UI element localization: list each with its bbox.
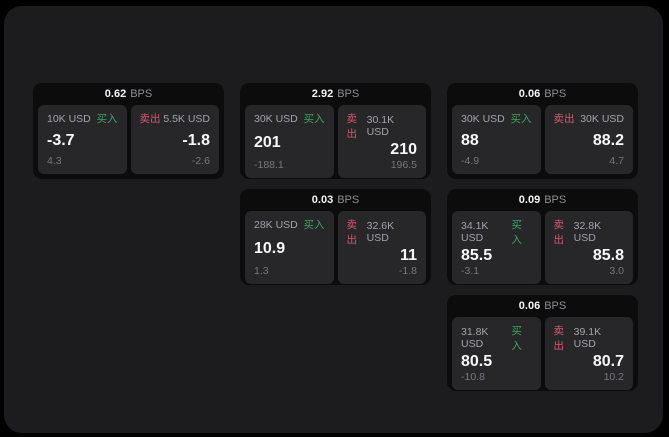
bps-value: 0.09 [518,194,541,206]
sell-price: 11 [400,247,417,264]
sell-tile[interactable]: 卖出 39.1K USD 80.7 10.2 [544,317,633,390]
sell-tile[interactable]: 卖出 30K USD 88.2 4.7 [544,105,633,174]
sell-price: 210 [390,141,417,158]
buy-price: 10.9 [254,239,286,257]
buy-price: 88 [461,131,479,149]
sell-amount: 30.1K USD [366,114,395,138]
buy-label: 买入 [96,113,118,125]
quotes-panel: 0.62 BPS 10K USD 买入 -3.7 4.3 卖出 [4,6,663,433]
sell-label: 卖出 [346,113,358,140]
bps-unit-label: BPS [337,194,360,206]
sell-label: 卖出 [553,113,575,125]
sell-amount: 30K USD [580,112,624,125]
bps-unit-label: BPS [544,194,567,206]
buy-price: 80.5 [461,353,493,370]
buy-label: 买入 [510,113,532,125]
sell-price: 85.8 [592,247,624,264]
quote-card-3: 0.06 BPS 30K USD 买入 88 -4.9 卖出 [447,83,638,179]
sell-amount: 39.1K USD [573,326,602,350]
bps-value: 0.03 [311,194,334,206]
sell-label: 卖出 [346,219,358,246]
quote-card-grid: 0.62 BPS 10K USD 买入 -3.7 4.3 卖出 [33,83,638,391]
sell-price: 80.7 [592,353,624,370]
buy-label: 买入 [303,219,325,231]
sell-change: 4.7 [609,155,624,167]
sell-price: -1.8 [182,131,210,149]
bps-header: 0.03 BPS [240,189,431,210]
bps-value: 0.62 [104,88,127,100]
bps-unit-label: BPS [544,88,567,100]
bps-header: 0.62 BPS [33,83,224,104]
quote-card-1: 0.62 BPS 10K USD 买入 -3.7 4.3 卖出 [33,83,224,179]
bps-header: 2.92 BPS [240,83,431,104]
buy-price: -3.7 [47,131,75,149]
sell-change: -2.6 [191,155,210,167]
buy-amount: 30K USD [254,112,298,125]
quote-card-4: 0.03 BPS 28K USD 买入 10.9 1.3 卖出 [240,189,431,285]
buy-change: 1.3 [254,265,269,277]
buy-amount: 31.8K USD [461,326,489,350]
bps-header: 0.06 BPS [447,83,638,104]
bps-header: 0.06 BPS [447,295,638,316]
buy-amount: 30K USD [461,112,505,125]
sell-change: -1.8 [398,265,417,277]
sell-amount: 32.6K USD [366,220,395,244]
sell-label: 卖出 [553,219,565,246]
buy-change: -4.9 [461,155,480,167]
sell-change: 10.2 [603,371,624,383]
bps-value: 0.06 [518,88,541,100]
buy-tile[interactable]: 10K USD 买入 -3.7 4.3 [38,105,127,174]
buy-tile[interactable]: 34.1K USD 买入 85.5 -3.1 [452,211,541,284]
buy-tile[interactable]: 28K USD 买入 10.9 1.3 [245,211,334,284]
bps-value: 2.92 [311,88,334,100]
sell-label: 卖出 [139,113,161,125]
bps-unit-label: BPS [544,300,567,312]
buy-amount: 28K USD [254,218,298,231]
buy-label: 买入 [511,219,522,246]
buy-tile[interactable]: 31.8K USD 买入 80.5 -10.8 [452,317,541,390]
buy-label: 买入 [511,325,522,352]
buy-price: 201 [254,133,281,151]
sell-tile[interactable]: 卖出 32.6K USD 11 -1.8 [337,211,426,284]
sell-price: 88.2 [592,131,624,149]
buy-tile[interactable]: 30K USD 买入 201 -188.1 [245,105,334,178]
bps-value: 0.06 [518,300,541,312]
buy-price: 85.5 [461,247,493,264]
sell-label: 卖出 [553,325,565,352]
bps-unit-label: BPS [130,88,153,100]
sell-tile[interactable]: 卖出 30.1K USD 210 196.5 [337,105,426,178]
sell-amount: 5.5K USD [163,112,210,125]
sell-tile[interactable]: 卖出 32.8K USD 85.8 3.0 [544,211,633,284]
buy-change: 4.3 [47,155,62,167]
bps-unit-label: BPS [337,88,360,100]
buy-tile[interactable]: 30K USD 买入 88 -4.9 [452,105,541,174]
buy-change: -10.8 [461,371,485,383]
quote-card-2: 2.92 BPS 30K USD 买入 201 -188.1 卖出 [240,83,431,179]
sell-amount: 32.8K USD [573,220,602,244]
buy-change: -3.1 [461,265,480,277]
bps-header: 0.09 BPS [447,189,638,210]
buy-label: 买入 [303,113,325,125]
buy-amount: 10K USD [47,112,91,125]
buy-change: -188.1 [254,159,284,171]
sell-tile[interactable]: 卖出 5.5K USD -1.8 -2.6 [130,105,219,174]
quote-card-5: 0.09 BPS 34.1K USD 买入 85.5 -3.1 卖出 [447,189,638,285]
quote-card-6: 0.06 BPS 31.8K USD 买入 80.5 -10.8 卖 [447,295,638,391]
sell-change: 196.5 [390,159,417,171]
sell-change: 3.0 [609,265,624,277]
buy-amount: 34.1K USD [461,220,489,244]
